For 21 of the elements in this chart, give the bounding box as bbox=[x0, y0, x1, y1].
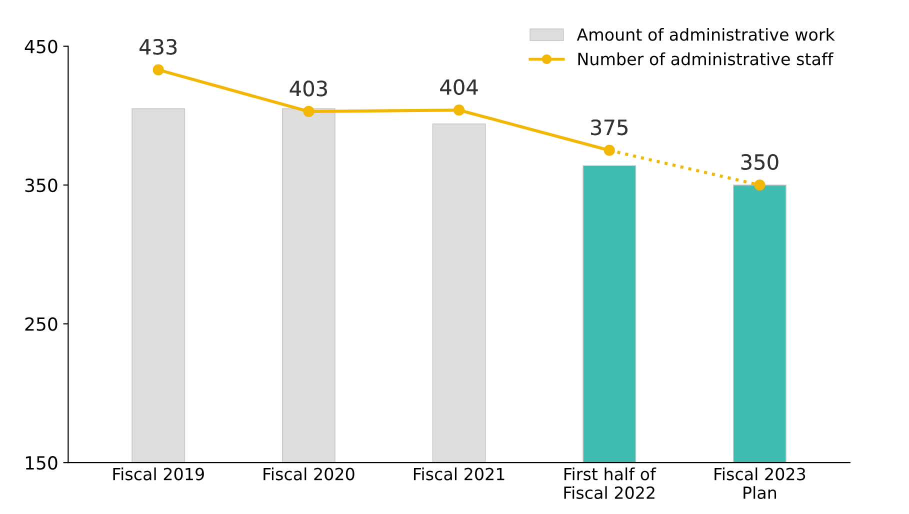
point bbox=[604, 144, 615, 156]
legend-label: Amount of administrative work bbox=[576, 28, 835, 41]
point bbox=[152, 64, 164, 76]
y-tick-label: 150 bbox=[26, 456, 58, 470]
x-tick-label: Fiscal 2021 bbox=[414, 467, 504, 480]
data-label: 404 bbox=[440, 79, 478, 95]
point bbox=[453, 104, 465, 116]
y-tick-label: 250 bbox=[25, 317, 58, 331]
data-label: 433 bbox=[140, 38, 177, 55]
x-tick-label: Fiscal 2019 bbox=[113, 467, 204, 480]
data-label: 403 bbox=[290, 80, 327, 96]
y-tick-label: 350 bbox=[25, 178, 58, 192]
legend-label: Number of administrative staff bbox=[578, 52, 834, 66]
data-label: 375 bbox=[591, 119, 628, 136]
y-tick-label: 450 bbox=[24, 40, 58, 54]
point bbox=[754, 179, 766, 191]
point bbox=[303, 106, 314, 118]
x-tick-label: First half of Fiscal 2022 bbox=[564, 467, 656, 500]
data-label: 350 bbox=[741, 154, 778, 170]
x-tick-label: Fiscal 2020 bbox=[264, 467, 354, 480]
x-tick-label: Fiscal 2023 Plan bbox=[714, 467, 806, 500]
